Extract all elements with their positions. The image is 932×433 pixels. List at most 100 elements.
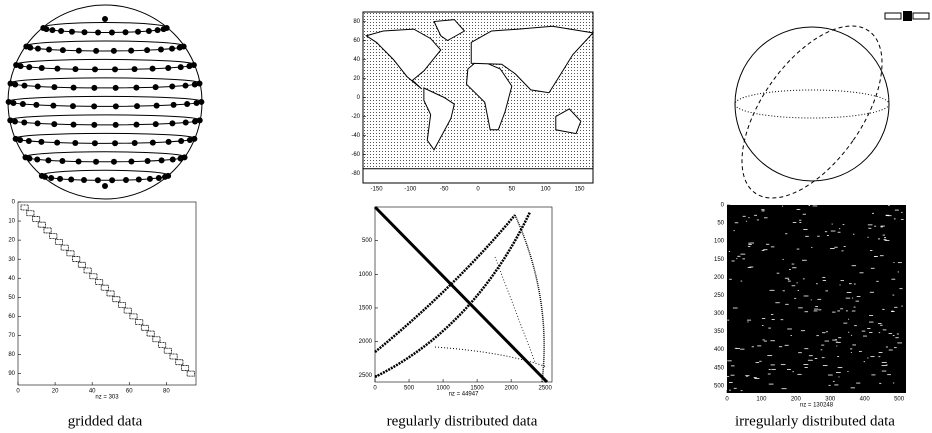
zero-gap [727,376,729,377]
y-tick-label: -80 [351,171,360,177]
grid-point [92,66,98,72]
zero-gap [788,279,790,280]
grid-point [113,103,119,109]
y-tick-label: 50 [717,221,724,227]
zero-gap [854,325,857,326]
zero-gap [836,346,837,347]
zero-gap [771,369,775,370]
zero-gap [882,362,887,363]
orbit [714,2,909,222]
zero-gap [754,215,757,216]
y-tick-label: -20 [351,114,360,120]
zero-gap [894,219,896,220]
y-tick-label: 300 [714,311,725,317]
antarctica [363,169,593,183]
zero-gap [771,246,774,247]
grid-point [135,29,141,35]
zero-gap [785,278,789,279]
x-tick-label: 400 [860,397,871,403]
grid-point [109,29,115,35]
x-axis-label: nz = 303 [95,395,119,401]
zero-gap [849,283,852,284]
y-tick-label: 200 [714,275,725,281]
grid-point [95,177,101,183]
zero-gap [883,329,887,330]
zero-gap [768,374,771,375]
zero-gap [798,290,799,291]
x-tick-label: 500 [404,386,415,392]
zero-gap [827,235,829,236]
zero-gap [843,224,845,225]
zero-gap [762,211,765,212]
zero-gap [897,343,902,344]
grid-point [102,183,108,189]
zero-gap [788,281,791,282]
grid-point [132,66,138,72]
grid-point [70,103,76,109]
zero-gap [733,230,734,231]
zero-gap [839,285,840,286]
zero-gap [864,361,865,362]
zero-gap [842,250,844,251]
zero-gap [762,325,764,326]
grid-point [72,140,78,146]
zero-gap [769,384,774,385]
zero-gap [734,388,737,389]
zero-gap [785,233,787,234]
zero-gap [809,205,810,206]
grid-point [191,62,197,68]
y-tick-label: 20 [8,238,15,244]
zero-gap [840,280,844,281]
zero-gap [740,254,745,255]
zero-gap [888,215,892,216]
zero-gap [792,371,793,372]
grid-point [128,48,134,54]
x-tick-label: 60 [126,389,133,395]
zero-gap [826,331,828,332]
grid-point [178,138,184,144]
grid-point [39,65,45,71]
zero-gap [899,288,902,289]
zero-gap [799,220,801,221]
grid-point [10,100,16,106]
zero-gap [850,349,852,350]
zero-gap [816,283,818,284]
zero-gap [766,244,769,245]
zero-gap [851,335,852,336]
zero-gap [834,247,837,248]
zero-gap [885,240,890,241]
zero-gap [847,371,848,372]
zero-gap [791,335,792,336]
grid-point [26,64,32,70]
zero-gap [764,217,768,218]
zero-gap [740,349,744,350]
grid-point [183,120,189,126]
x-tick-label: 150 [574,187,585,193]
zero-gap [857,296,861,297]
zero-gap [787,329,792,330]
grid-point [109,177,115,183]
zero-gap [881,226,885,227]
zero-gap [821,345,824,346]
grid-point [34,156,40,162]
zero-gap [759,361,761,362]
equator [735,90,889,118]
zero-gap [856,301,859,302]
grid-point [155,27,161,33]
grid-point [181,44,187,50]
zero-gap [852,345,856,346]
x-tick-label: 100 [756,397,767,403]
y-tick-label: 0 [357,95,361,101]
zero-gap [836,372,841,373]
nonzero-fill [727,205,906,393]
zero-gap [775,302,779,303]
grid-point [12,119,18,125]
grid-point [76,48,82,54]
grid-point [169,83,175,89]
y-tick-label: 80 [353,19,360,25]
zero-gap [731,365,735,366]
grid-point [92,140,98,146]
zero-gap [748,243,751,244]
grid-point [123,29,129,35]
x-tick-label: 100 [541,187,552,193]
